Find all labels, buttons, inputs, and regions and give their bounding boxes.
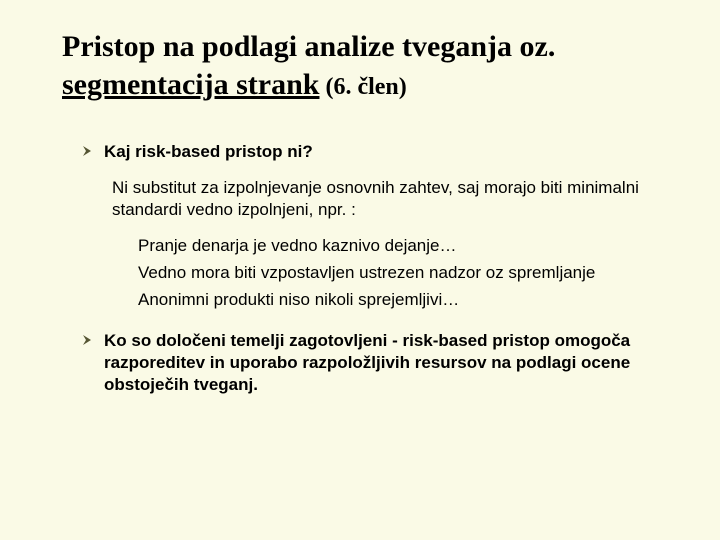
inner-item-3: Anonimni produkti niso nikoli sprejemlji…	[138, 289, 658, 312]
slide-content: Kaj risk-based pristop ni? Ni substitut …	[62, 141, 658, 396]
title-line2-underlined: segmentacija strank	[62, 68, 319, 101]
arrow-bullet-icon	[82, 144, 94, 162]
bullet-item-2: Ko so določeni temelji zagotovljeni - ri…	[82, 330, 658, 396]
slide: Pristop na podlagi analize tveganja oz. …	[0, 0, 720, 438]
inner-item-1: Pranje denarja je vedno kaznivo dejanje…	[138, 235, 658, 258]
title-line2-sub: (6. člen)	[319, 74, 406, 100]
inner-list: Pranje denarja je vedno kaznivo dejanje……	[138, 235, 658, 312]
bullet-1-text: Kaj risk-based pristop ni?	[104, 141, 313, 163]
inner-item-2: Vedno mora biti vzpostavljen ustrezen na…	[138, 262, 658, 285]
sub-paragraph: Ni substitut za izpolnjevanje osnovnih z…	[112, 177, 658, 221]
bullet-item-1: Kaj risk-based pristop ni?	[82, 141, 658, 163]
slide-title: Pristop na podlagi analize tveganja oz. …	[62, 28, 658, 103]
arrow-bullet-icon	[82, 333, 94, 351]
bullet-2-text: Ko so določeni temelji zagotovljeni - ri…	[104, 330, 658, 396]
title-line1: Pristop na podlagi analize tveganja oz.	[62, 30, 555, 63]
